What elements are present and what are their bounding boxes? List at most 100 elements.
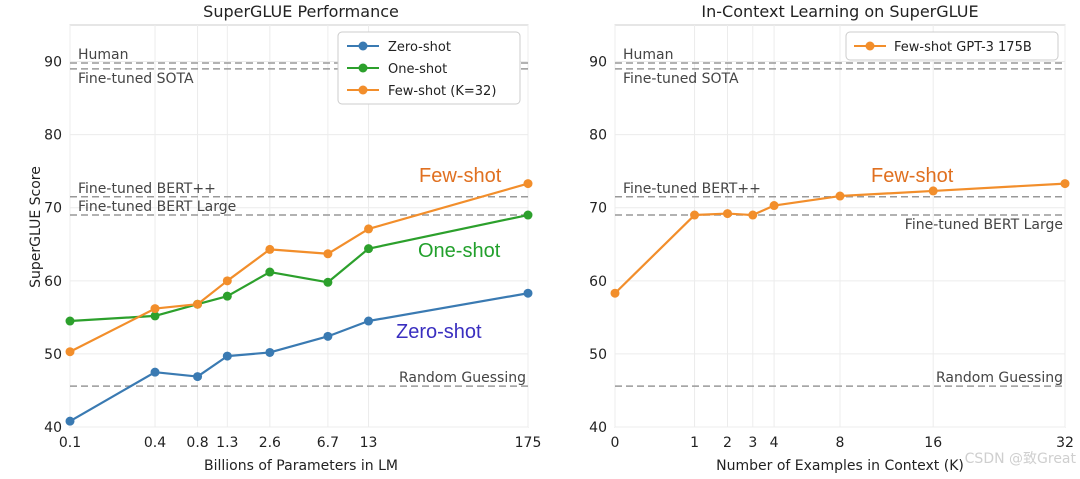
right-grid (614, 25, 1066, 428)
left-y-axis-label: SuperGLUE Score (28, 166, 44, 288)
left-series-line-few-shot-k-32- (69, 182, 529, 353)
legend-few-shot-marker (358, 85, 368, 95)
left-panel: Human Fine-tuned SOTA Fine-tuned BERT++ Fin… (28, 2, 541, 474)
left-reference-label: Human (78, 47, 129, 63)
legend-one-shot-marker (358, 63, 368, 73)
right-x-tick-label: 32 (1056, 435, 1074, 451)
left-data-point (523, 179, 533, 189)
right-x-ticks: 0 1 2 3 4 8 16 32 (611, 435, 1074, 451)
left-y-tick-label: 60 (44, 274, 62, 290)
right-reference-lines: Human Fine-tuned SOTA Fine-tuned BERT++ Fin… (615, 47, 1065, 387)
right-series-line-few-shot-gpt-3-175b (614, 182, 1066, 295)
right-x-axis-label: Number of Examples in Context (K) (716, 458, 964, 474)
right-legend: Few-shot GPT-3 175B (845, 31, 1059, 61)
left-data-point (323, 277, 333, 287)
left-series (65, 179, 533, 426)
left-x-tick-label: 0.8 (186, 435, 208, 451)
left-data-point (265, 244, 275, 254)
left-legend-box (337, 31, 521, 105)
left-reference-label: Random Guessing (399, 370, 526, 386)
right-data-point (690, 210, 700, 220)
left-x-tick-label: 0.1 (59, 435, 81, 451)
left-data-point (523, 288, 533, 298)
left-data-point (193, 299, 203, 309)
left-x-ticks: 0.1 0.4 0.8 1.3 2.6 6.7 13 175 (59, 435, 542, 451)
left-y-tick-label: 70 (44, 201, 62, 217)
left-data-point (364, 316, 374, 326)
left-x-tick-label: 13 (360, 435, 378, 451)
left-x-tick-label: 175 (515, 435, 542, 451)
left-x-axis-label: Billions of Parameters in LM (204, 458, 398, 474)
left-y-tick-label: 90 (44, 55, 62, 71)
legend-one-shot-label: One-shot (388, 62, 447, 77)
legend-zero-shot-label: Zero-shot (388, 40, 451, 55)
right-legend-box (845, 31, 1059, 61)
left-data-point (265, 267, 275, 277)
left-data-point (222, 291, 232, 301)
left-data-point (323, 249, 333, 259)
right-y-tick-label: 80 (589, 128, 607, 144)
left-reference-lines: Human Fine-tuned SOTA Fine-tuned BERT++ Fin… (70, 47, 528, 387)
left-reference-label: Fine-tuned BERT Large (78, 199, 236, 215)
right-x-tick-label: 3 (748, 435, 757, 451)
left-reference-label: Fine-tuned SOTA (78, 71, 194, 87)
right-data-point (769, 201, 779, 211)
right-series (610, 179, 1070, 298)
right-y-tick-label: 60 (589, 274, 607, 290)
legend-gpt3-label: Few-shot GPT-3 175B (894, 40, 1032, 55)
right-x-tick-label: 16 (924, 435, 942, 451)
left-series-line-zero-shot (69, 292, 529, 423)
left-data-point (65, 416, 75, 426)
right-data-point (610, 288, 620, 298)
left-data-point (150, 367, 160, 377)
left-y-tick-label: 40 (44, 420, 62, 436)
right-data-point (1060, 179, 1070, 189)
right-x-tick-label: 1 (690, 435, 699, 451)
right-data-point (928, 186, 938, 196)
left-chart-title: SuperGLUE Performance (203, 2, 399, 21)
right-annotation-few-shot: Few-shot (871, 165, 954, 187)
right-y-ticks: 40 50 60 70 80 90 (589, 55, 607, 436)
right-chart-title: In-Context Learning on SuperGLUE (701, 2, 978, 21)
right-reference-label: Human (623, 47, 674, 63)
right-reference-label: Fine-tuned SOTA (623, 71, 739, 87)
right-y-tick-label: 90 (589, 55, 607, 71)
right-y-tick-label: 40 (589, 420, 607, 436)
left-series-line-one-shot (69, 213, 529, 323)
left-data-point (150, 311, 160, 321)
right-reference-label: Fine-tuned BERT++ (623, 181, 761, 197)
legend-zero-shot-marker (358, 41, 368, 51)
left-annotation-zero-shot: Zero-shot (396, 321, 482, 343)
left-annotation-few-shot: Few-shot (419, 165, 502, 187)
left-data-point (222, 351, 232, 361)
right-panel: Human Fine-tuned SOTA Fine-tuned BERT++ Fin… (589, 2, 1074, 474)
left-x-tick-label: 0.4 (144, 435, 166, 451)
right-data-point (835, 191, 845, 201)
left-data-point (65, 316, 75, 326)
left-data-point (65, 347, 75, 357)
right-reference-label: Random Guessing (936, 370, 1063, 386)
right-y-tick-label: 70 (589, 201, 607, 217)
legend-gpt3-marker (865, 41, 875, 51)
left-reference-label: Fine-tuned BERT++ (78, 181, 216, 197)
right-x-tick-label: 0 (611, 435, 620, 451)
left-data-point (364, 224, 374, 234)
left-legend: Zero-shot One-shot Few-shot (K=32) (337, 31, 521, 105)
left-data-point (193, 372, 203, 382)
right-data-point (748, 210, 758, 220)
right-x-tick-label: 8 (836, 435, 845, 451)
left-y-tick-label: 50 (44, 347, 62, 363)
right-data-point (723, 209, 732, 219)
left-data-point (265, 347, 275, 357)
right-x-tick-label: 2 (723, 435, 732, 451)
left-data-point (364, 244, 374, 254)
left-y-ticks: 40 50 60 70 80 90 (44, 55, 62, 436)
left-data-point (523, 210, 533, 220)
left-x-tick-label: 1.3 (216, 435, 238, 451)
left-data-point (323, 331, 333, 341)
legend-few-shot-label: Few-shot (K=32) (388, 84, 496, 99)
left-x-tick-label: 6.7 (317, 435, 339, 451)
right-reference-label: Fine-tuned BERT Large (905, 217, 1063, 233)
right-x-tick-label: 4 (770, 435, 779, 451)
